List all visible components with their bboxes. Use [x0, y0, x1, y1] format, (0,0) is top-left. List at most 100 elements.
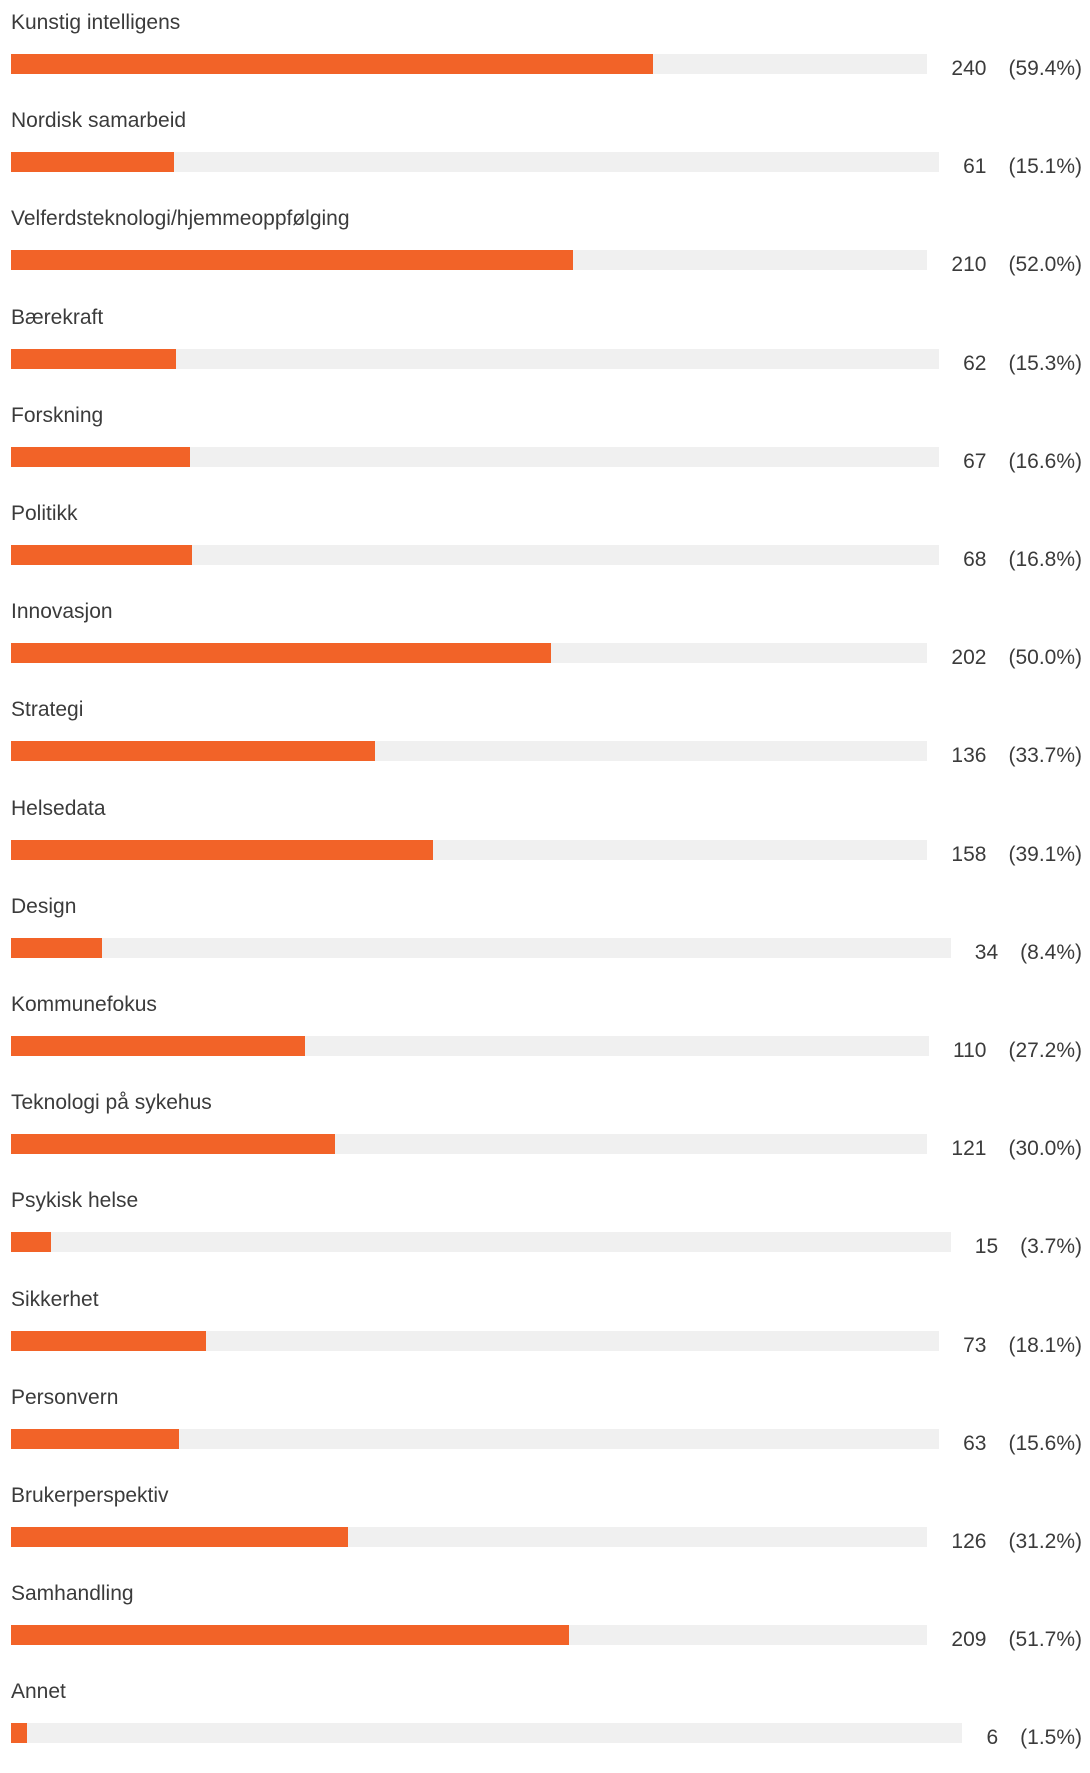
bar-track: [11, 741, 928, 762]
category-label: Forskning: [11, 403, 104, 427]
bar-track: [11, 545, 940, 565]
bar-fill: [11, 1232, 51, 1253]
bar-row: Teknologi på sykehus 121 (30.0%): [0, 1086, 1090, 1184]
percent-label: (16.8%): [1008, 548, 1082, 571]
bar-row: Design 34 (8.4%): [0, 890, 1090, 988]
percent-label: (39.1%): [1008, 842, 1082, 866]
bar-fill: [11, 250, 573, 271]
count-label: 121: [951, 1137, 987, 1161]
bar-row: Personvern 63 (15.6%): [0, 1381, 1090, 1479]
count-label: 73: [963, 1333, 987, 1357]
bar-row: Velferdsteknologi/hjemmeoppfølging 210 (52…: [0, 202, 1090, 300]
bar-track: [11, 152, 940, 173]
category-label: Helsedata: [11, 796, 106, 820]
bar-track: [11, 1723, 963, 1744]
bar-row: Psykisk helse 15 (3.7%): [0, 1184, 1090, 1282]
category-label: Teknologi på sykehus: [11, 1091, 212, 1115]
percent-label: (18.1%): [1008, 1333, 1082, 1357]
percent-label: (50.0%): [1008, 646, 1082, 670]
bar-fill: [11, 1134, 335, 1155]
bar-fill: [11, 545, 193, 565]
bar-track: [11, 937, 951, 958]
count-label: 209: [951, 1628, 987, 1652]
percent-label: (8.4%): [1020, 940, 1082, 964]
bar-track: [11, 250, 928, 271]
count-label: 61: [963, 155, 987, 179]
bar-track: [11, 1036, 929, 1056]
count-label: 68: [963, 548, 987, 571]
bar-fill: [11, 1036, 305, 1056]
category-label: Personvern: [11, 1385, 119, 1409]
bar-row: Nordisk samarbeid 61 (15.1%): [0, 104, 1090, 202]
percent-label: (16.6%): [1008, 449, 1082, 473]
bar-track: [11, 1527, 928, 1547]
bar-fill: [11, 446, 191, 467]
percent-label: (30.0%): [1008, 1137, 1082, 1161]
category-label: Brukerperspektiv: [11, 1484, 169, 1507]
bar-fill: [11, 152, 175, 173]
count-label: 15: [974, 1235, 999, 1259]
bar-row: Forskning 67 (16.6%): [0, 399, 1090, 497]
bar-fill: [11, 643, 551, 664]
bar-row: Strategi 136 (33.7%): [0, 693, 1090, 791]
count-label: 210: [951, 253, 987, 277]
bar-row: Kommunefokus 110 (27.2%): [0, 988, 1090, 1086]
category-label: Bærekraft: [11, 305, 104, 329]
bar-row: Sikkerhet 73 (18.1%): [0, 1283, 1090, 1381]
category-label: Nordisk samarbeid: [11, 109, 187, 133]
percent-label: (27.2%): [1008, 1039, 1082, 1062]
category-label: Innovasjon: [11, 600, 113, 624]
bar-fill: [11, 839, 434, 860]
category-label: Annet: [11, 1680, 66, 1704]
bar-fill: [11, 1330, 207, 1351]
bar-track: [11, 1134, 928, 1155]
bar-row: Kunstig intelligens 240 (59.4%): [0, 6, 1090, 104]
bar-fill: [11, 1723, 28, 1744]
percent-label: (51.7%): [1008, 1628, 1082, 1652]
count-label: 6: [986, 1726, 999, 1750]
category-label: Psykisk helse: [11, 1189, 139, 1213]
percent-label: (15.3%): [1008, 351, 1082, 375]
bar-row: Helsedata 158 (39.1%): [0, 792, 1090, 890]
count-label: 240: [951, 57, 987, 80]
percent-label: (52.0%): [1008, 253, 1082, 277]
percent-label: (31.2%): [1008, 1530, 1082, 1553]
bar-fill: [11, 937, 102, 958]
category-label: Samhandling: [11, 1582, 134, 1606]
bar-row: Politikk 68 (16.8%): [0, 497, 1090, 595]
bar-track: [11, 1625, 928, 1646]
count-label: 202: [951, 646, 987, 670]
bar-track: [11, 348, 940, 369]
category-label: Velferdsteknologi/hjemmeoppfølging: [11, 207, 350, 231]
bar-row: Samhandling 209 (51.7%): [0, 1577, 1090, 1675]
bar-fill: [11, 1428, 180, 1449]
category-label: Kommunefokus: [11, 993, 157, 1016]
bar-fill: [11, 1527, 348, 1547]
bar-track: [11, 446, 940, 467]
count-label: 63: [963, 1431, 987, 1455]
category-label: Design: [11, 894, 77, 918]
category-label: Sikkerhet: [11, 1287, 99, 1311]
bar-track: [11, 1232, 951, 1253]
bar-track: [11, 54, 928, 74]
bar-row: Bærekraft 62 (15.3%): [0, 301, 1090, 399]
bar-fill: [11, 348, 177, 369]
bar-track: [11, 1428, 940, 1449]
count-label: 136: [951, 744, 987, 768]
bar-fill: [11, 741, 375, 762]
count-label: 34: [974, 940, 999, 964]
bar-fill: [11, 54, 653, 74]
category-label: Politikk: [11, 502, 78, 525]
count-label: 62: [963, 351, 987, 375]
percent-label: (59.4%): [1008, 57, 1082, 80]
percent-label: (3.7%): [1020, 1235, 1082, 1259]
percent-label: (15.6%): [1008, 1431, 1082, 1455]
percent-label: (1.5%): [1020, 1726, 1082, 1750]
bar-row: Brukerperspektiv 126 (31.2%): [0, 1479, 1090, 1577]
bar-fill: [11, 1625, 570, 1646]
count-label: 126: [951, 1530, 987, 1553]
bar-track: [11, 839, 928, 860]
count-label: 110: [952, 1039, 987, 1062]
percent-label: (33.7%): [1008, 744, 1082, 768]
